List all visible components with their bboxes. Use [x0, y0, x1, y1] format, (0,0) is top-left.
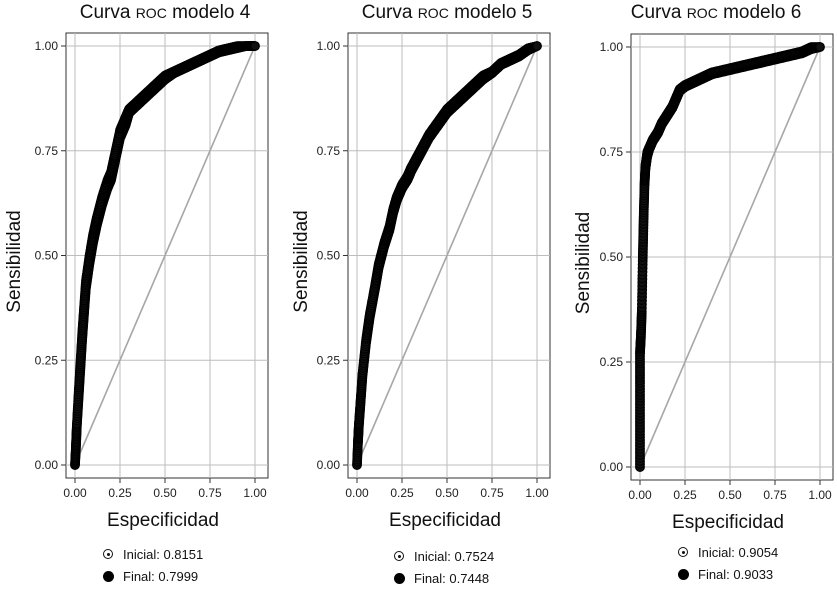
- title-suffix: modelo 5: [448, 2, 533, 23]
- x-tick-label: 0.25: [390, 486, 414, 500]
- legend-item-inicial: Inicial: 0.9054: [678, 541, 778, 563]
- roc-chart-model-6: 0.00 0.00 0.25 0.25 0.50 0.50 0.75 0.75 1.00 1.00…: [573, 33, 834, 533]
- y-tick-label: 0.00: [600, 460, 624, 474]
- roc-panel-model-4: Curva ROC modelo 4 0.00 0.00 0.25 0.25 0.50 0…: [0, 0, 279, 592]
- y-tick-label: 0.25: [35, 353, 59, 367]
- y-axis-label: Sensibilidad: [573, 212, 594, 314]
- roc-point-inicial: [532, 41, 542, 51]
- legend: Inicial: 0.9054 Final: 0.9033: [678, 541, 778, 585]
- x-axis-label: Especificidad: [389, 510, 501, 531]
- reference-diagonal-line: [356, 45, 538, 466]
- x-tick-label: 0.00: [345, 486, 369, 500]
- x-tick-label: 0.50: [435, 486, 459, 500]
- roc-panel-model-6: Curva ROC modelo 6 0.00 0.00 0.25 0.25 0.50 0…: [558, 0, 837, 592]
- chart-title: Curva ROC modelo 4: [80, 2, 251, 24]
- legend-item-final: Final: 0.7448: [394, 567, 494, 589]
- y-tick-label: 0.50: [317, 249, 341, 263]
- title-prefix: Curva: [79, 2, 136, 23]
- y-tick-label: 0.75: [35, 144, 59, 158]
- x-tick-label: 0.75: [480, 486, 504, 500]
- x-axis-label: Especificidad: [107, 510, 219, 531]
- roc-point-inicial: [250, 41, 260, 51]
- y-tick-label: 0.25: [317, 353, 341, 367]
- legend-label: Final: 0.9033: [698, 566, 774, 582]
- legend-label: Inicial: 0.9054: [698, 544, 779, 560]
- title-roc: ROC: [417, 5, 449, 21]
- roc-chart-model-5: 0.00 0.00 0.25 0.25 0.50 0.50 0.75 0.75 1.00 1.00…: [291, 32, 551, 531]
- roc-panel-model-5: Curva ROC modelo 5 0.00 0.00 0.25 0.25 0.50 0…: [279, 0, 558, 592]
- x-tick-label: 0.75: [198, 486, 222, 500]
- legend: Inicial: 0.8151 Final: 0.7999: [103, 543, 203, 587]
- legend-item-final: Final: 0.7999: [103, 565, 203, 587]
- legend: Inicial: 0.7524 Final: 0.7448: [394, 545, 494, 589]
- legend-item-final: Final: 0.9033: [678, 563, 778, 585]
- legend-item-inicial: Inicial: 0.7524: [394, 545, 494, 567]
- reference-diagonal-line: [74, 45, 256, 466]
- y-tick-label: 0.00: [317, 458, 341, 472]
- y-tick-label: 0.75: [317, 144, 341, 158]
- y-axis-label: Sensibilidad: [291, 210, 312, 312]
- y-tick-label: 0.50: [35, 249, 59, 263]
- x-tick-label: 0.00: [63, 486, 87, 500]
- legend-label: Inicial: 0.7524: [414, 548, 495, 564]
- y-tick-label: 0.50: [600, 250, 624, 264]
- reference-diagonal-line: [639, 46, 821, 468]
- y-tick-label: 0.00: [35, 458, 59, 472]
- x-tick-label: 0.50: [153, 486, 177, 500]
- legend-label: Inicial: 0.8151: [123, 546, 204, 562]
- x-tick-label: 0.50: [718, 488, 742, 502]
- filled-circle-icon: [678, 568, 689, 580]
- x-tick-label: 1.00: [243, 486, 267, 500]
- legend-label: Final: 0.7448: [414, 570, 490, 586]
- x-tick-label: 0.00: [628, 488, 652, 502]
- x-tick-label: 0.25: [108, 486, 132, 500]
- title-suffix: modelo 4: [166, 2, 251, 23]
- title-roc: ROC: [135, 5, 167, 21]
- roc-point-inicial: [815, 42, 825, 52]
- y-tick-label: 0.25: [600, 355, 624, 369]
- y-axis-label: Sensibilidad: [4, 210, 25, 312]
- open-circle-icon: [103, 549, 113, 559]
- title-suffix: modelo 6: [717, 2, 802, 23]
- x-tick-label: 1.00: [808, 488, 832, 502]
- y-tick-label: 1.00: [317, 39, 341, 53]
- y-tick-label: 0.75: [600, 145, 624, 159]
- chart-title: Curva ROC modelo 6: [631, 2, 802, 24]
- y-tick-label: 1.00: [35, 39, 59, 53]
- x-tick-label: 1.00: [525, 486, 549, 500]
- title-prefix: Curva: [630, 2, 687, 23]
- open-circle-icon: [678, 547, 688, 557]
- roc-chart-model-4: 0.00 0.00 0.25 0.25 0.50 0.50 0.75 0.75 1.00 1.00…: [4, 32, 269, 531]
- y-tick-label: 1.00: [600, 40, 624, 54]
- x-tick-label: 0.75: [763, 488, 787, 502]
- x-tick-label: 0.25: [673, 488, 697, 502]
- legend-item-inicial: Inicial: 0.8151: [103, 543, 203, 565]
- title-roc: ROC: [686, 5, 718, 21]
- chart-title: Curva ROC modelo 5: [362, 2, 533, 24]
- x-axis-label: Especificidad: [672, 512, 784, 533]
- filled-circle-icon: [394, 572, 405, 584]
- filled-circle-icon: [103, 570, 114, 582]
- legend-label: Final: 0.7999: [123, 568, 199, 584]
- open-circle-icon: [394, 551, 404, 561]
- title-prefix: Curva: [361, 2, 418, 23]
